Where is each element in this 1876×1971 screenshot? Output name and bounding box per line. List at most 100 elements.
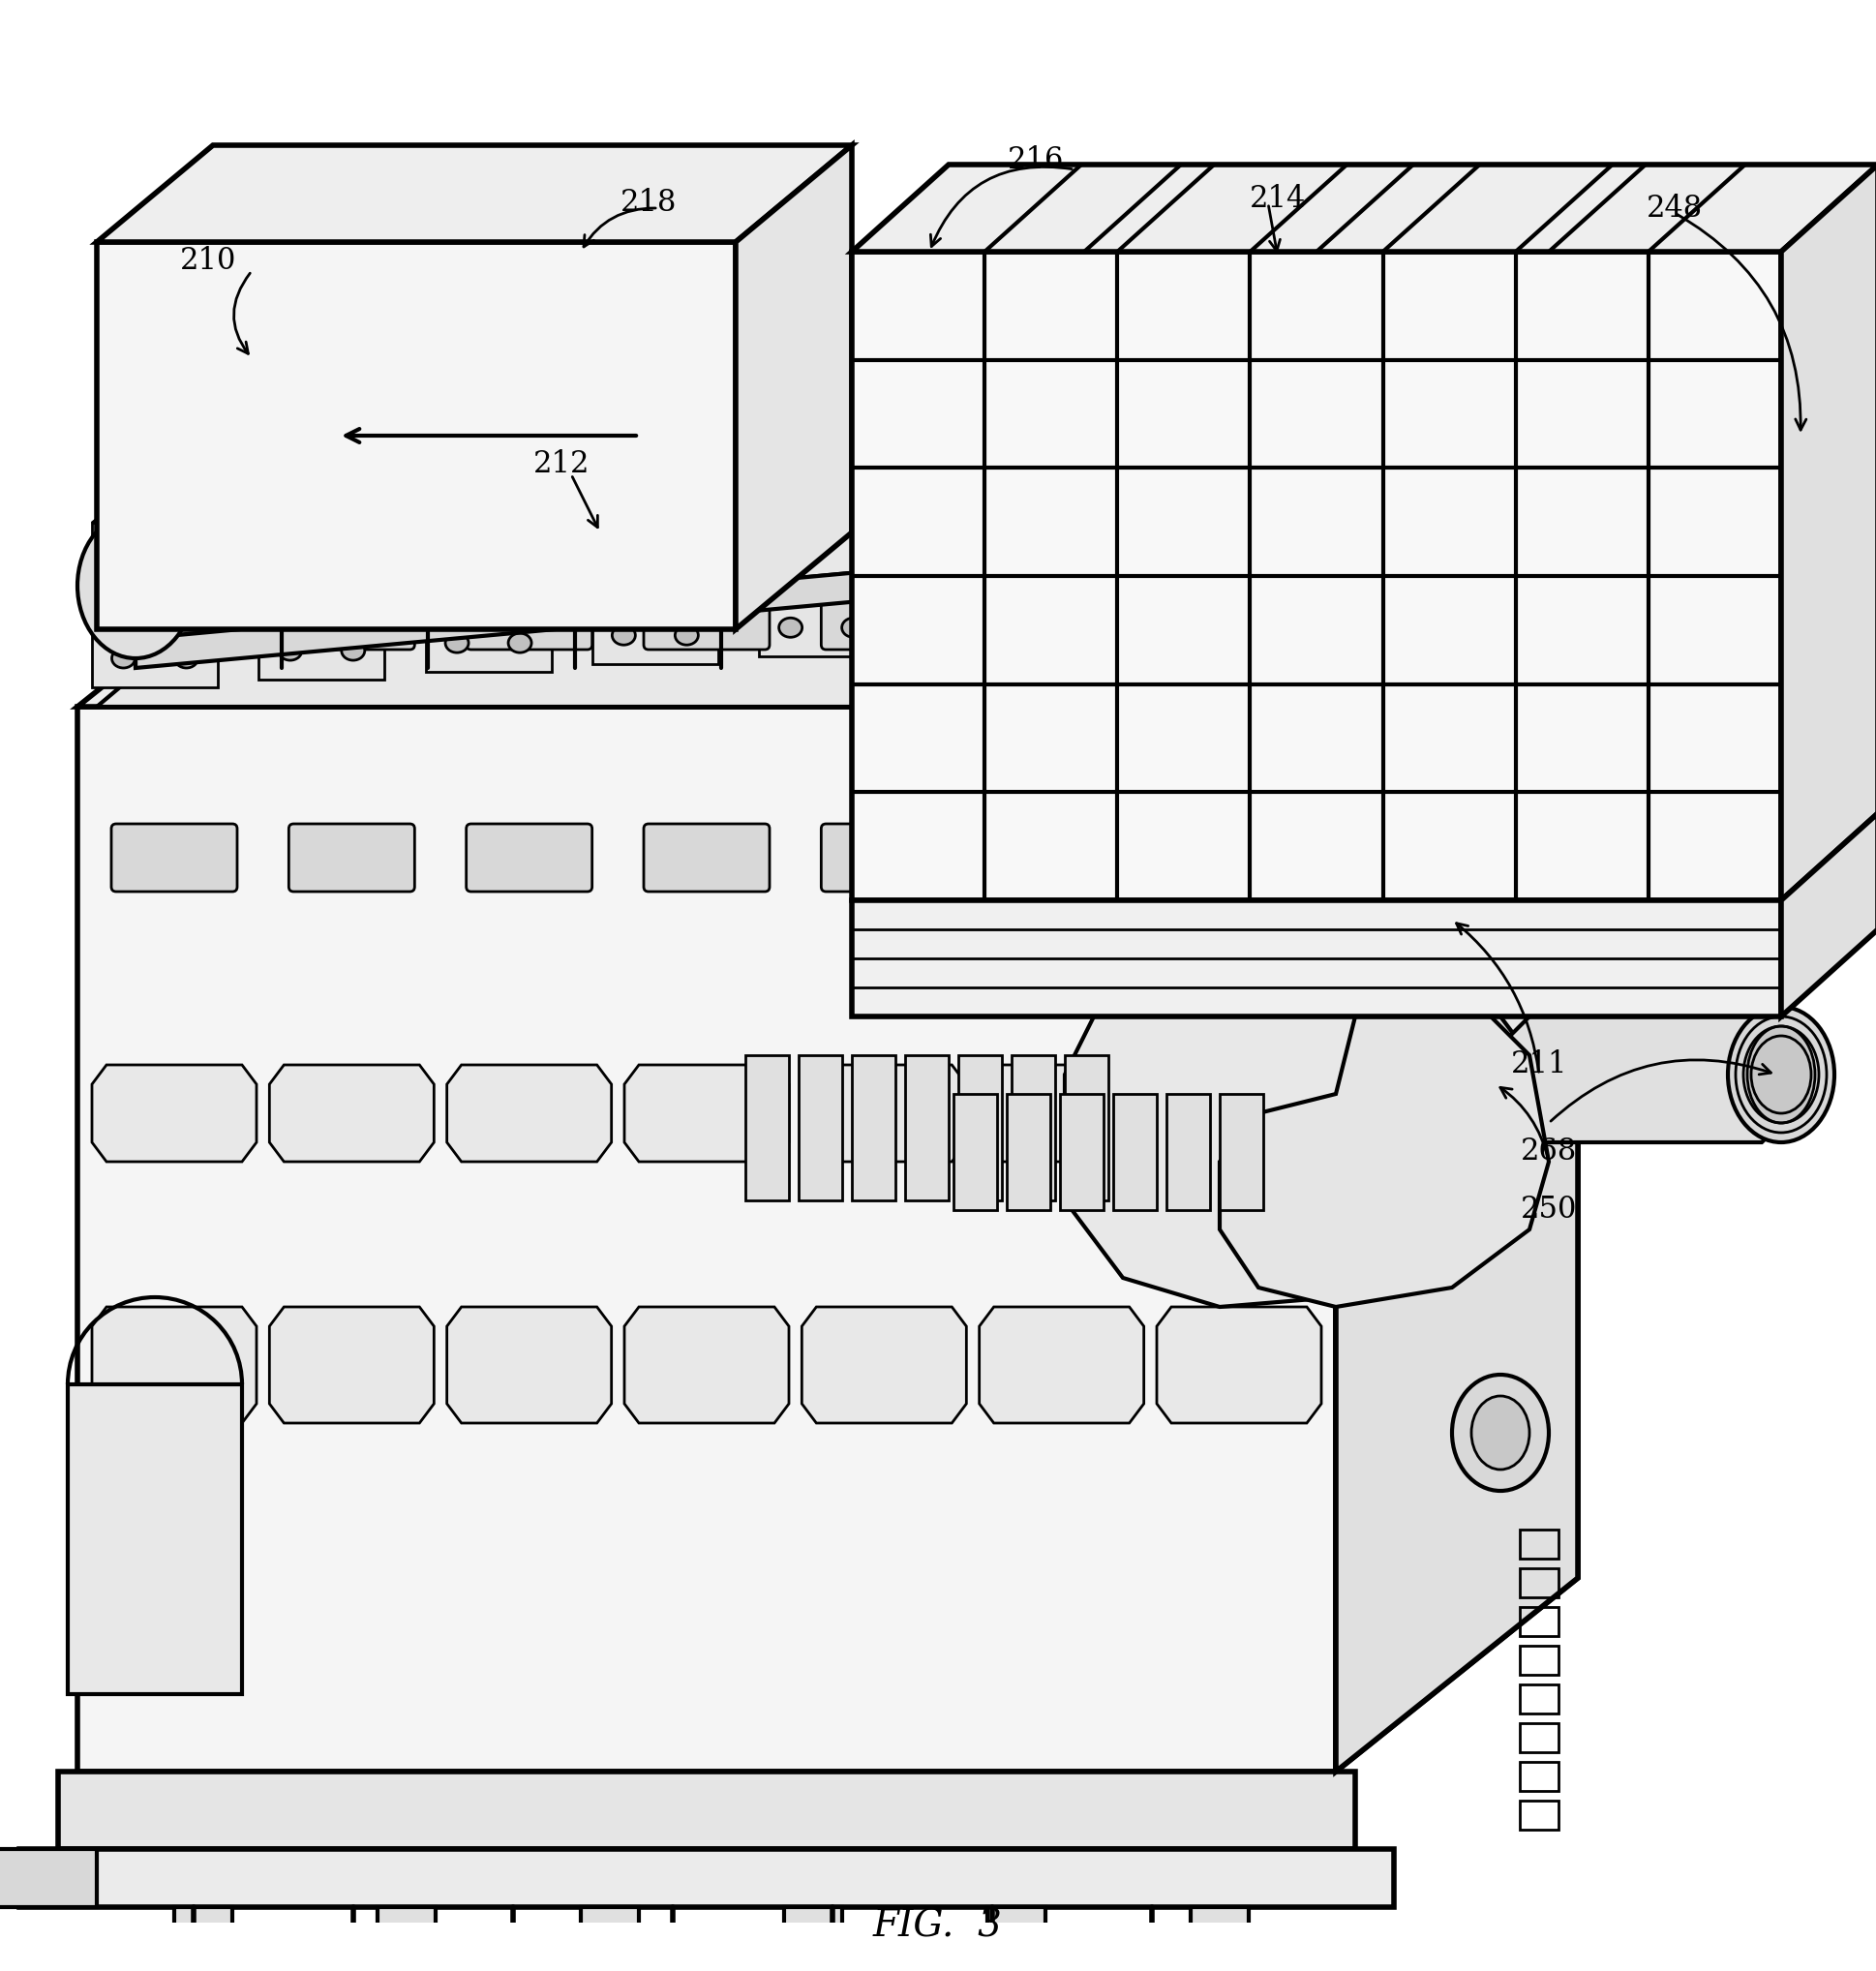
FancyBboxPatch shape <box>822 562 947 650</box>
Polygon shape <box>1112 1094 1157 1210</box>
Ellipse shape <box>675 625 698 645</box>
Polygon shape <box>426 493 570 507</box>
Ellipse shape <box>278 641 302 660</box>
Ellipse shape <box>1009 611 1032 629</box>
Text: 216: 216 <box>1007 144 1064 175</box>
Polygon shape <box>852 901 1780 1017</box>
Polygon shape <box>1501 901 1762 1054</box>
Polygon shape <box>760 477 904 493</box>
Polygon shape <box>1066 1054 1109 1200</box>
Polygon shape <box>270 1064 433 1161</box>
Polygon shape <box>135 378 1501 639</box>
Ellipse shape <box>779 617 803 637</box>
Polygon shape <box>784 1908 842 1955</box>
Ellipse shape <box>1279 595 1302 615</box>
FancyBboxPatch shape <box>1176 562 1302 650</box>
Polygon shape <box>904 1054 949 1200</box>
Polygon shape <box>92 1307 257 1423</box>
Text: 218: 218 <box>621 189 677 219</box>
Ellipse shape <box>1452 1374 1550 1490</box>
Polygon shape <box>979 1307 1144 1423</box>
Ellipse shape <box>1471 1395 1529 1470</box>
FancyBboxPatch shape <box>643 824 769 891</box>
Polygon shape <box>1092 461 1238 477</box>
Polygon shape <box>92 522 218 688</box>
Ellipse shape <box>445 633 469 652</box>
Text: 214: 214 <box>1249 183 1306 213</box>
Polygon shape <box>625 1064 790 1161</box>
FancyBboxPatch shape <box>111 824 236 891</box>
Ellipse shape <box>1747 1027 1814 1123</box>
Polygon shape <box>593 485 737 501</box>
Polygon shape <box>593 501 719 664</box>
Polygon shape <box>852 164 1876 252</box>
Polygon shape <box>1060 1094 1103 1210</box>
Polygon shape <box>1007 1094 1051 1210</box>
FancyBboxPatch shape <box>643 562 769 650</box>
Ellipse shape <box>113 648 135 668</box>
Polygon shape <box>446 1064 612 1161</box>
Polygon shape <box>174 1908 233 1955</box>
Polygon shape <box>259 514 385 680</box>
Polygon shape <box>1167 1094 1210 1210</box>
Polygon shape <box>852 252 1780 901</box>
Ellipse shape <box>1112 603 1135 623</box>
Polygon shape <box>745 1054 790 1200</box>
Text: 210: 210 <box>180 246 236 276</box>
Polygon shape <box>953 1094 996 1210</box>
Ellipse shape <box>508 633 531 652</box>
Ellipse shape <box>612 625 636 645</box>
FancyBboxPatch shape <box>822 824 947 891</box>
Ellipse shape <box>174 648 199 668</box>
Polygon shape <box>92 1064 257 1161</box>
Ellipse shape <box>946 611 968 629</box>
Text: 250: 250 <box>1521 1194 1578 1226</box>
Polygon shape <box>19 1849 1394 1908</box>
Polygon shape <box>760 493 885 656</box>
Polygon shape <box>1066 920 1452 1307</box>
Polygon shape <box>92 507 236 522</box>
Polygon shape <box>735 146 852 629</box>
Polygon shape <box>1157 1064 1321 1161</box>
FancyBboxPatch shape <box>467 824 593 891</box>
Polygon shape <box>1011 1054 1054 1200</box>
Polygon shape <box>259 499 403 514</box>
Polygon shape <box>801 1307 966 1423</box>
Polygon shape <box>1259 469 1384 633</box>
FancyBboxPatch shape <box>289 562 415 650</box>
Polygon shape <box>799 1054 842 1200</box>
Polygon shape <box>135 512 1501 668</box>
FancyBboxPatch shape <box>1176 824 1302 891</box>
Polygon shape <box>446 1307 612 1423</box>
Polygon shape <box>1491 1017 1801 1143</box>
Polygon shape <box>1219 1094 1263 1210</box>
Polygon shape <box>135 339 1501 542</box>
Polygon shape <box>426 507 552 672</box>
Polygon shape <box>1092 477 1218 641</box>
Polygon shape <box>0 1849 98 1908</box>
Text: 248: 248 <box>1647 193 1703 223</box>
Polygon shape <box>582 1908 640 1955</box>
Polygon shape <box>1336 512 1578 1772</box>
Polygon shape <box>625 1307 790 1423</box>
Polygon shape <box>801 1064 966 1161</box>
Text: 211: 211 <box>1510 1051 1568 1080</box>
Polygon shape <box>987 1908 1045 1955</box>
Polygon shape <box>377 1908 435 1955</box>
Polygon shape <box>77 708 1336 1772</box>
Polygon shape <box>68 1384 242 1695</box>
Polygon shape <box>1259 453 1405 469</box>
FancyBboxPatch shape <box>467 562 593 650</box>
Polygon shape <box>927 485 1052 648</box>
Polygon shape <box>1780 164 1876 901</box>
Ellipse shape <box>842 617 865 637</box>
Polygon shape <box>1157 1307 1321 1423</box>
FancyBboxPatch shape <box>998 824 1124 891</box>
Polygon shape <box>58 1772 1354 1849</box>
Ellipse shape <box>1176 603 1199 623</box>
Polygon shape <box>98 242 735 629</box>
Polygon shape <box>927 469 1071 485</box>
Ellipse shape <box>77 512 193 658</box>
Polygon shape <box>979 1064 1144 1161</box>
Polygon shape <box>98 146 852 242</box>
